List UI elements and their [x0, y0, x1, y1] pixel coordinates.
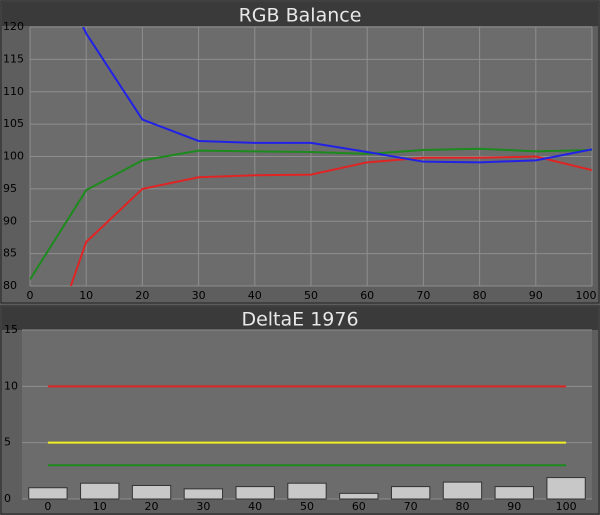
x-tick-label: 30	[192, 289, 206, 302]
y-tick-label: 80	[3, 279, 17, 292]
line-chart: 80 85 90 95 100 105 110 115 120 0 10 20 30 40 50 60 70 80…	[3, 20, 597, 302]
x-tick-label: 90	[507, 500, 521, 513]
series-line	[30, 147, 592, 281]
y-tick-label: 90	[3, 214, 17, 227]
bar	[494, 486, 534, 500]
series-line	[69, 155, 592, 286]
plot-area	[22, 330, 592, 499]
y-tick-label: 10	[4, 379, 18, 392]
bar	[390, 486, 431, 500]
chart-title: RGB Balance	[239, 5, 362, 27]
x-tick-label: 50	[304, 289, 318, 302]
x-tick-label: 70	[416, 289, 430, 302]
bar	[235, 486, 275, 500]
chart-title: DeltaE 1976	[241, 309, 358, 331]
x-tick-label: 80	[473, 289, 487, 302]
y-tick-label: 5	[4, 436, 11, 449]
bar	[28, 487, 68, 500]
y-tick-label: 105	[3, 117, 24, 130]
x-tick-label: 50	[300, 500, 314, 513]
x-tick-label: 40	[248, 289, 262, 302]
y-tick-label: 0	[4, 492, 11, 505]
x-tick-label: 100	[576, 289, 597, 302]
series-line	[82, 27, 592, 164]
bar-chart: 0 5 10 15 0 10 20 30 40 50 60 70 80 90 100	[4, 323, 592, 513]
y-tick-label: 120	[3, 20, 24, 33]
bar	[287, 482, 327, 500]
y-tick-label: 85	[3, 247, 17, 260]
bar	[546, 477, 586, 500]
title-bar	[2, 2, 598, 26]
bar	[80, 482, 120, 500]
bar	[339, 492, 379, 500]
y-tick-label: 95	[3, 182, 17, 195]
title-bar	[2, 307, 598, 330]
y-tick-label: 110	[3, 85, 24, 98]
x-tick-label: 60	[360, 289, 374, 302]
x-tick-label: 20	[145, 500, 159, 513]
x-tick-label: 10	[79, 289, 93, 302]
x-tick-label: 70	[404, 500, 418, 513]
x-tick-label: 10	[93, 500, 107, 513]
y-tick-label: 115	[3, 52, 24, 65]
y-tick-label: 15	[4, 323, 18, 336]
x-tick-label: 20	[135, 289, 149, 302]
panel-frame	[0, 305, 600, 515]
x-tick-label: 60	[352, 500, 366, 513]
panel-frame	[0, 0, 600, 304]
x-tick-label: 0	[27, 289, 34, 302]
x-tick-label: 90	[529, 289, 543, 302]
x-tick-label: 0	[44, 500, 51, 513]
y-tick-label: 100	[3, 150, 24, 163]
x-tick-label: 100	[556, 500, 577, 513]
bar	[442, 481, 483, 500]
bar	[131, 484, 172, 500]
x-tick-label: 30	[196, 500, 210, 513]
x-tick-label: 80	[455, 500, 469, 513]
bar	[183, 488, 224, 500]
x-tick-label: 40	[248, 500, 262, 513]
